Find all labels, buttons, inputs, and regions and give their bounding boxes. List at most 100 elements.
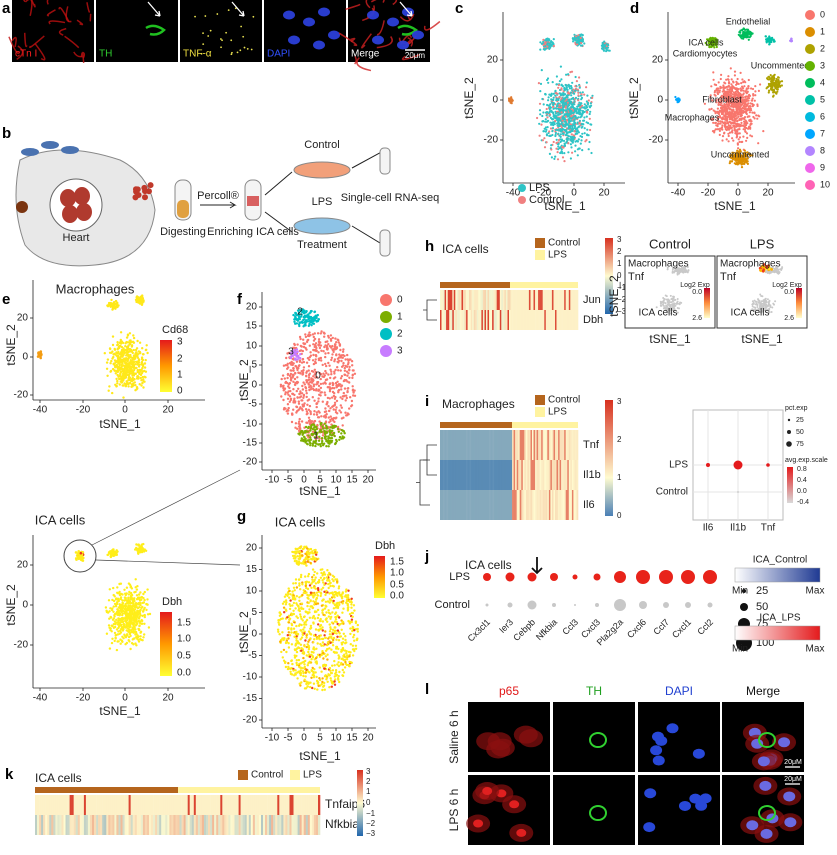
cell-dot [133, 625, 135, 627]
cell-dot [123, 599, 125, 601]
cell-dot [759, 83, 761, 85]
cell-dot [333, 408, 335, 410]
cell-dot [726, 88, 728, 90]
cell-dot [109, 371, 111, 373]
cell-dot [744, 81, 746, 83]
cell-dot [751, 112, 753, 114]
cell-dot [719, 130, 721, 132]
cell-dot [322, 373, 324, 375]
cell-dot [344, 367, 346, 369]
y-tick-label: -20 [484, 135, 499, 146]
cell-dot [138, 620, 140, 622]
cell-dot [710, 85, 712, 87]
cell-dot [138, 617, 140, 619]
heart-lobe [74, 187, 90, 205]
cell-dot [284, 408, 286, 410]
cell-dot [131, 372, 133, 374]
cell-dot [743, 162, 745, 164]
cell-dot [311, 382, 313, 384]
cell-dot [338, 356, 340, 358]
cell-dot [753, 112, 755, 114]
cell-dot [145, 609, 147, 611]
cell-dot [138, 625, 140, 627]
cell-dot [135, 611, 137, 613]
cell-dot [323, 415, 325, 417]
cell-dot [758, 115, 760, 117]
cell-dot [123, 623, 125, 625]
cell-dot [140, 631, 142, 633]
cell-dot [129, 635, 131, 637]
x-axis-label: tSNE_1 [299, 484, 341, 498]
cell-dot [714, 91, 716, 93]
cell-dot [315, 389, 317, 391]
cell-dot [146, 604, 148, 606]
cell-dot [335, 406, 337, 408]
cell-dot [549, 153, 551, 155]
x-tick-label: 15 [346, 475, 358, 486]
tnf-dot [231, 52, 233, 54]
cell-dot [569, 109, 571, 111]
legend-label: 5 [820, 94, 825, 104]
cell-dot [546, 40, 548, 42]
cell-dot [746, 160, 748, 162]
scale-bar-label: 20μm [405, 51, 426, 60]
cell-dot [726, 86, 728, 88]
cell-dot [321, 375, 323, 377]
cell-dot [126, 587, 128, 589]
cell-dot [335, 442, 337, 444]
cell-dot [288, 407, 290, 409]
cell-dot [735, 163, 737, 165]
cell-dot [314, 346, 316, 348]
cell-dot [334, 402, 336, 404]
cell-dot [578, 38, 580, 40]
cell-dot [286, 377, 288, 379]
cell-dot [129, 340, 131, 342]
cell-dot [301, 361, 303, 363]
cell-dot [129, 332, 131, 334]
y-tick-label: 0 [251, 380, 257, 391]
cell-dot [325, 438, 327, 440]
cell-dot [745, 112, 747, 114]
plot-title: ICA cells [35, 512, 86, 527]
cell-dot [296, 396, 298, 398]
cell-dot [127, 605, 129, 607]
cell-dot [741, 78, 743, 80]
cell-dot [550, 127, 552, 129]
cell-dot [281, 378, 283, 380]
tnf-dot [244, 47, 246, 49]
cell-dot [735, 126, 737, 128]
cell-dot [112, 587, 114, 589]
cell-dot [289, 390, 291, 392]
cell-dot [348, 407, 350, 409]
cell-dot [289, 401, 291, 403]
cell-dot [310, 427, 312, 429]
cell-dot [748, 115, 750, 117]
cell-dot [550, 117, 552, 119]
cell-dot [292, 393, 294, 395]
cell-dot [548, 94, 550, 96]
cell-dot [308, 383, 310, 385]
cell-dot [749, 109, 751, 111]
cell-dot [130, 613, 132, 615]
x-tick-label: -20 [76, 405, 91, 416]
cell-dot [338, 353, 340, 355]
cell-dot [539, 113, 541, 115]
cell-dot [548, 130, 550, 132]
cell-dot [564, 89, 566, 91]
cell-dot [719, 122, 721, 124]
cell-dot [561, 93, 563, 95]
cell-dot [752, 88, 754, 90]
cell-dot [742, 102, 744, 104]
cell-dot [558, 84, 560, 86]
cell-dot [555, 129, 557, 131]
cell-dot [347, 372, 349, 374]
cell-dot [566, 88, 568, 90]
x-tick-label: -10 [265, 475, 280, 486]
cell-dot [304, 383, 306, 385]
cell-dot [721, 118, 723, 120]
cell-dot [296, 390, 298, 392]
cell-dot-group [704, 67, 765, 150]
cell-dot [551, 93, 553, 95]
cell-dot [737, 78, 739, 80]
cell-dot [108, 624, 110, 626]
